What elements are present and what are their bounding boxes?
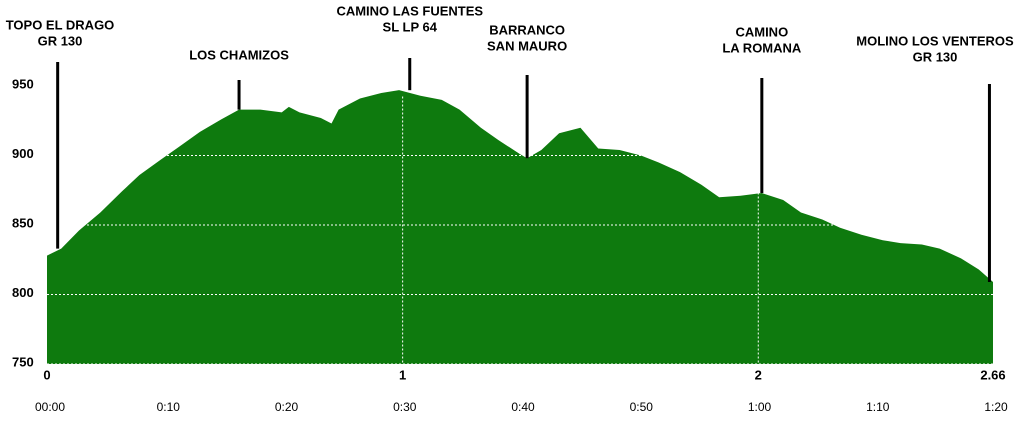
elevation-area xyxy=(47,90,993,365)
y-tick-label: 950 xyxy=(12,76,34,91)
annotation-label: GR 130 xyxy=(38,33,83,48)
annotation-label: LA ROMANA xyxy=(722,40,802,55)
annotation-label: SAN MAURO xyxy=(487,38,567,53)
y-tick-label: 850 xyxy=(12,215,34,230)
time-label: 0:20 xyxy=(275,400,299,414)
time-label: 00:00 xyxy=(35,400,65,414)
time-label: 1:20 xyxy=(984,400,1008,414)
time-label: 1:00 xyxy=(748,400,772,414)
annotation-label: GR 130 xyxy=(913,49,958,64)
annotation-label: CAMINO LAS FUENTES xyxy=(336,3,483,18)
x-tick-label: 0 xyxy=(43,367,50,382)
x-tick-label: 2.66 xyxy=(980,367,1005,382)
x-tick-label: 2 xyxy=(755,367,762,382)
y-tick-label: 750 xyxy=(12,354,34,369)
annotation-label: LOS CHAMIZOS xyxy=(189,47,289,62)
annotation-label: MOLINO LOS VENTEROS xyxy=(856,33,1014,48)
annotation-label: TOPO EL DRAGO xyxy=(6,17,115,32)
time-label: 0:30 xyxy=(393,400,417,414)
annotation-label: CAMINO xyxy=(735,24,788,39)
annotation-label: BARRANCO xyxy=(489,22,565,37)
y-tick-label: 800 xyxy=(12,285,34,300)
annotation-label: SL LP 64 xyxy=(383,19,438,34)
time-label: 0:10 xyxy=(157,400,181,414)
y-tick-label: 900 xyxy=(12,146,34,161)
time-label: 0:50 xyxy=(630,400,654,414)
time-label: 0:40 xyxy=(511,400,535,414)
time-label: 1:10 xyxy=(866,400,890,414)
x-tick-label: 1 xyxy=(399,367,406,382)
